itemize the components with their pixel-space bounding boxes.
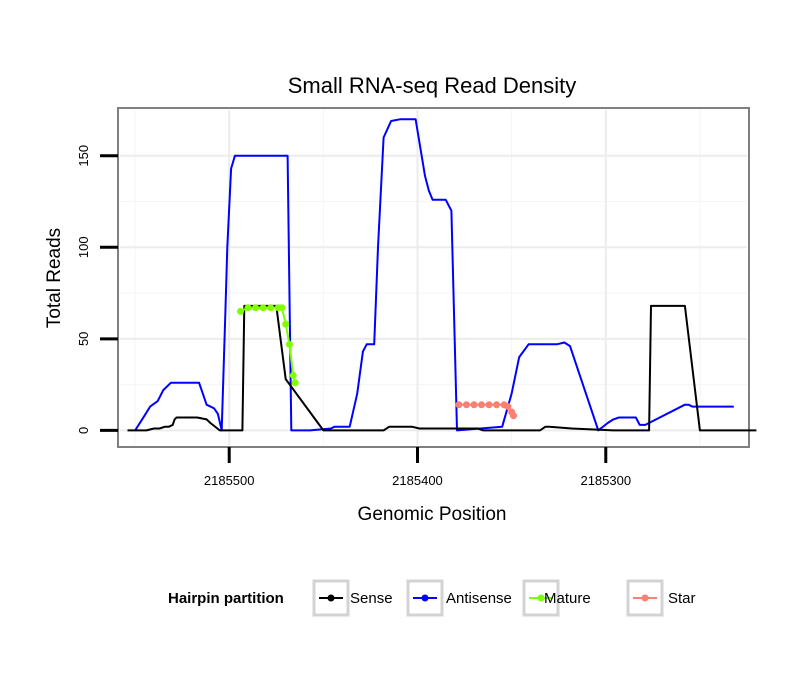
x-axis-title: Genomic Position: [358, 504, 507, 525]
plot-panel: [117, 107, 750, 448]
mature-point: [259, 304, 267, 312]
x-tick-label: 2185500: [204, 473, 255, 488]
mature-point: [285, 340, 293, 348]
x-tick-label: 2185400: [392, 473, 443, 488]
star-point: [504, 403, 512, 411]
mature-point: [289, 371, 297, 379]
star-point: [470, 401, 478, 409]
x-tick-label: 2185300: [580, 473, 631, 488]
legend: Hairpin partition Sense Antisense Mature St…: [168, 579, 696, 617]
legend-title: Hairpin partition: [168, 590, 284, 607]
legend-label-antisense: Antisense: [446, 590, 512, 607]
star-point: [510, 412, 518, 420]
y-axis-title: Total Reads: [44, 228, 65, 328]
mature-point: [291, 379, 299, 387]
chart-title: Small RNA-seq Read Density: [288, 73, 577, 98]
y-tick-label: 0: [76, 427, 91, 434]
star-point: [493, 401, 501, 409]
star-point: [478, 401, 486, 409]
mature-point: [282, 320, 290, 328]
legend-dot-star: [641, 594, 649, 602]
mature-point: [237, 307, 245, 315]
mature-point: [244, 304, 252, 312]
star-point: [462, 401, 470, 409]
y-tick-label: 150: [76, 145, 91, 167]
legend-dot-antisense: [421, 594, 429, 602]
antisense-line: [134, 118, 734, 432]
mature-point: [267, 304, 275, 312]
mature-point: [252, 304, 260, 312]
mature-point: [278, 304, 286, 312]
series-layer: [127, 118, 757, 432]
sense-line: [127, 304, 757, 432]
legend-dot-sense: [327, 594, 335, 602]
y-tick-label: 50: [76, 332, 91, 346]
star-point: [485, 401, 493, 409]
star-point: [455, 401, 463, 409]
legend-label-star: Star: [668, 590, 696, 607]
axis-ticks: 2185500 2185400 2185300 0 50 100 150: [76, 145, 631, 488]
y-tick-label: 100: [76, 236, 91, 258]
legend-label-mature: Mature: [544, 590, 591, 607]
legend-dot-mature: [537, 594, 545, 602]
legend-label-sense: Sense: [350, 590, 393, 607]
